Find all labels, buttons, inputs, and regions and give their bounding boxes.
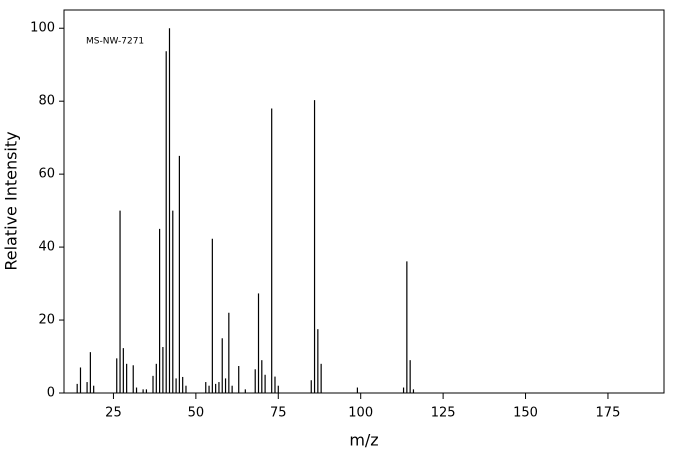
x-tick-label: 75	[270, 406, 287, 421]
x-axis-label: m/z	[349, 431, 378, 450]
x-tick-label: 125	[431, 406, 456, 421]
x-tick-label: 50	[188, 406, 205, 421]
x-tick-label: 25	[105, 406, 122, 421]
y-tick-label: 40	[38, 240, 55, 255]
y-tick-label: 80	[38, 94, 55, 109]
y-tick-label: 0	[47, 386, 55, 401]
y-tick-label: 60	[38, 167, 55, 182]
x-tick-label: 100	[348, 406, 373, 421]
y-tick-label: 20	[38, 313, 55, 328]
y-tick-label: 100	[30, 21, 55, 36]
plot-frame	[63, 9, 665, 394]
annotation: MS-NW-7271	[86, 37, 144, 47]
x-tick-label: 175	[596, 406, 621, 421]
y-axis-label: Relative Intensity	[2, 131, 21, 270]
x-tick-label: 150	[513, 406, 538, 421]
